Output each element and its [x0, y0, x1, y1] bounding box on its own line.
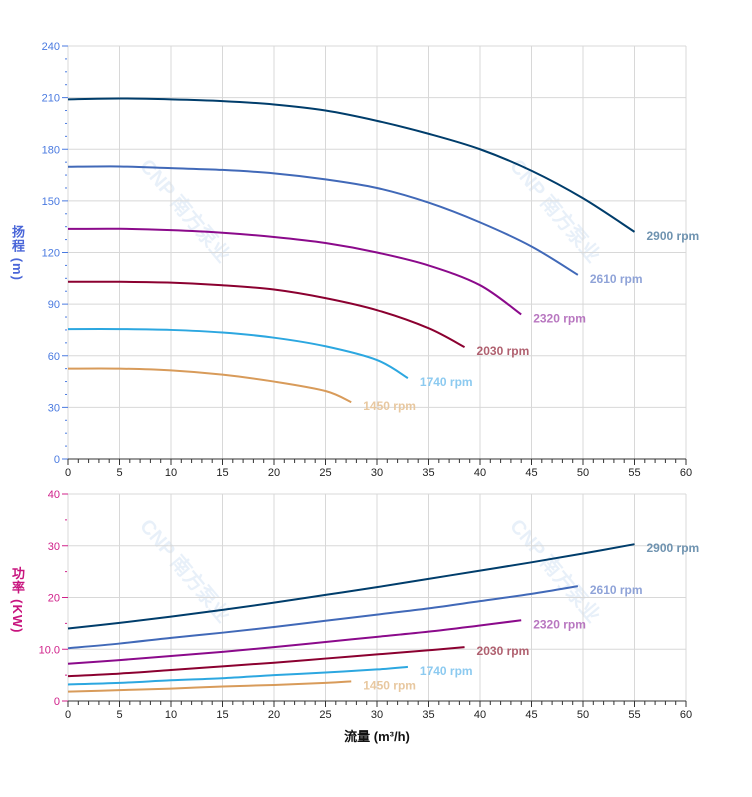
series-label: 2320 rpm: [533, 311, 586, 325]
x-tick-label: 10: [165, 467, 177, 479]
x-tick-label: 5: [116, 467, 122, 479]
y-tick-label: 20: [48, 593, 60, 605]
watermark-logo: CNP 南方泵业: [135, 154, 235, 267]
series-line-2030-rpm: [67, 646, 465, 678]
y-tick-label: 120: [42, 248, 60, 260]
x-tick-label: 5: [116, 709, 122, 721]
x-tick-label: 35: [422, 467, 434, 479]
series-line-1740-rpm: [67, 665, 408, 686]
x-tick-label: 20: [268, 467, 280, 479]
x-tick-label: 25: [319, 467, 331, 479]
series-line-2320-rpm: [67, 619, 522, 665]
head-chart: 0 30 60 90 120 150 180 210 240 0 5 10 15 20 25 30 35 40 45…: [42, 41, 700, 479]
x-tick-label: 55: [628, 467, 640, 479]
series-line-2030-rpm: [67, 280, 466, 349]
y-tick-label: 210: [42, 93, 60, 105]
x-tick-label: 10: [165, 709, 177, 721]
series-label: 1450 rpm: [363, 399, 416, 413]
x-tick-label: 50: [577, 467, 589, 479]
x-tick-label: 60: [680, 709, 692, 721]
x-axis-title: 流量 (m³/h): [344, 729, 410, 744]
y-tick-label: 10.0: [39, 644, 60, 656]
x-tick-label: 45: [525, 709, 537, 721]
y-tick-label: 150: [42, 196, 60, 208]
series-line-2610-rpm: [67, 585, 579, 650]
series-label: 2320 rpm: [533, 617, 586, 631]
series-label: 2610 rpm: [590, 272, 643, 286]
series-line-2320-rpm: [67, 227, 522, 316]
series-label: 2900 rpm: [647, 229, 700, 243]
x-tick-label: 30: [371, 709, 383, 721]
series-label: 1740 rpm: [420, 375, 473, 389]
x-tick-label: 60: [680, 467, 692, 479]
x-tick-label: 45: [525, 467, 537, 479]
series-line-2900-rpm: [67, 543, 635, 630]
x-tick-label: 35: [422, 709, 434, 721]
series-label: 2610 rpm: [590, 583, 643, 597]
y-tick-label: 240: [42, 41, 60, 53]
series-line-2900-rpm: [67, 97, 636, 233]
y-tick-label: 30: [48, 402, 60, 414]
y-tick-label: 40: [48, 489, 60, 501]
power-chart: 0 10.0 20 30 40 0 5 10 15 20 25 30 35 40 45 50 55 60 流量 (m…: [39, 489, 700, 744]
series-line-1450-rpm: [67, 367, 352, 404]
y-tick-label: 0: [54, 696, 60, 708]
y-tick-label: 30: [48, 541, 60, 553]
power-y-axis-title: 功率 (KW): [10, 566, 25, 634]
x-tick-label: 15: [216, 709, 228, 721]
x-tick-label: 30: [371, 467, 383, 479]
x-tick-label: 50: [577, 709, 589, 721]
y-tick-label: 0: [54, 454, 60, 466]
series-label: 1450 rpm: [363, 678, 416, 692]
x-tick-label: 40: [474, 709, 486, 721]
y-tick-label: 60: [48, 351, 60, 363]
x-tick-label: 0: [65, 467, 71, 479]
x-tick-label: 15: [216, 467, 228, 479]
y-tick-label: 90: [48, 299, 60, 311]
x-tick-label: 55: [628, 709, 640, 721]
x-tick-label: 40: [474, 467, 486, 479]
series-label: 2030 rpm: [477, 644, 530, 658]
watermark-logo: CNP 南方泵业: [505, 514, 605, 627]
series-line-1450-rpm: [67, 680, 352, 693]
x-tick-label: 20: [268, 709, 280, 721]
series-label: 1740 rpm: [420, 664, 473, 678]
series-line-1740-rpm: [67, 328, 409, 379]
x-tick-label: 25: [319, 709, 331, 721]
y-tick-label: 180: [42, 144, 60, 156]
series-line-2610-rpm: [67, 165, 579, 276]
watermark-logo: CNP 南方泵业: [505, 154, 605, 267]
head-y-axis-title: 扬程 (m): [10, 225, 25, 281]
series-label: 2030 rpm: [477, 344, 530, 358]
series-label: 2900 rpm: [647, 541, 700, 555]
x-tick-label: 0: [65, 709, 71, 721]
